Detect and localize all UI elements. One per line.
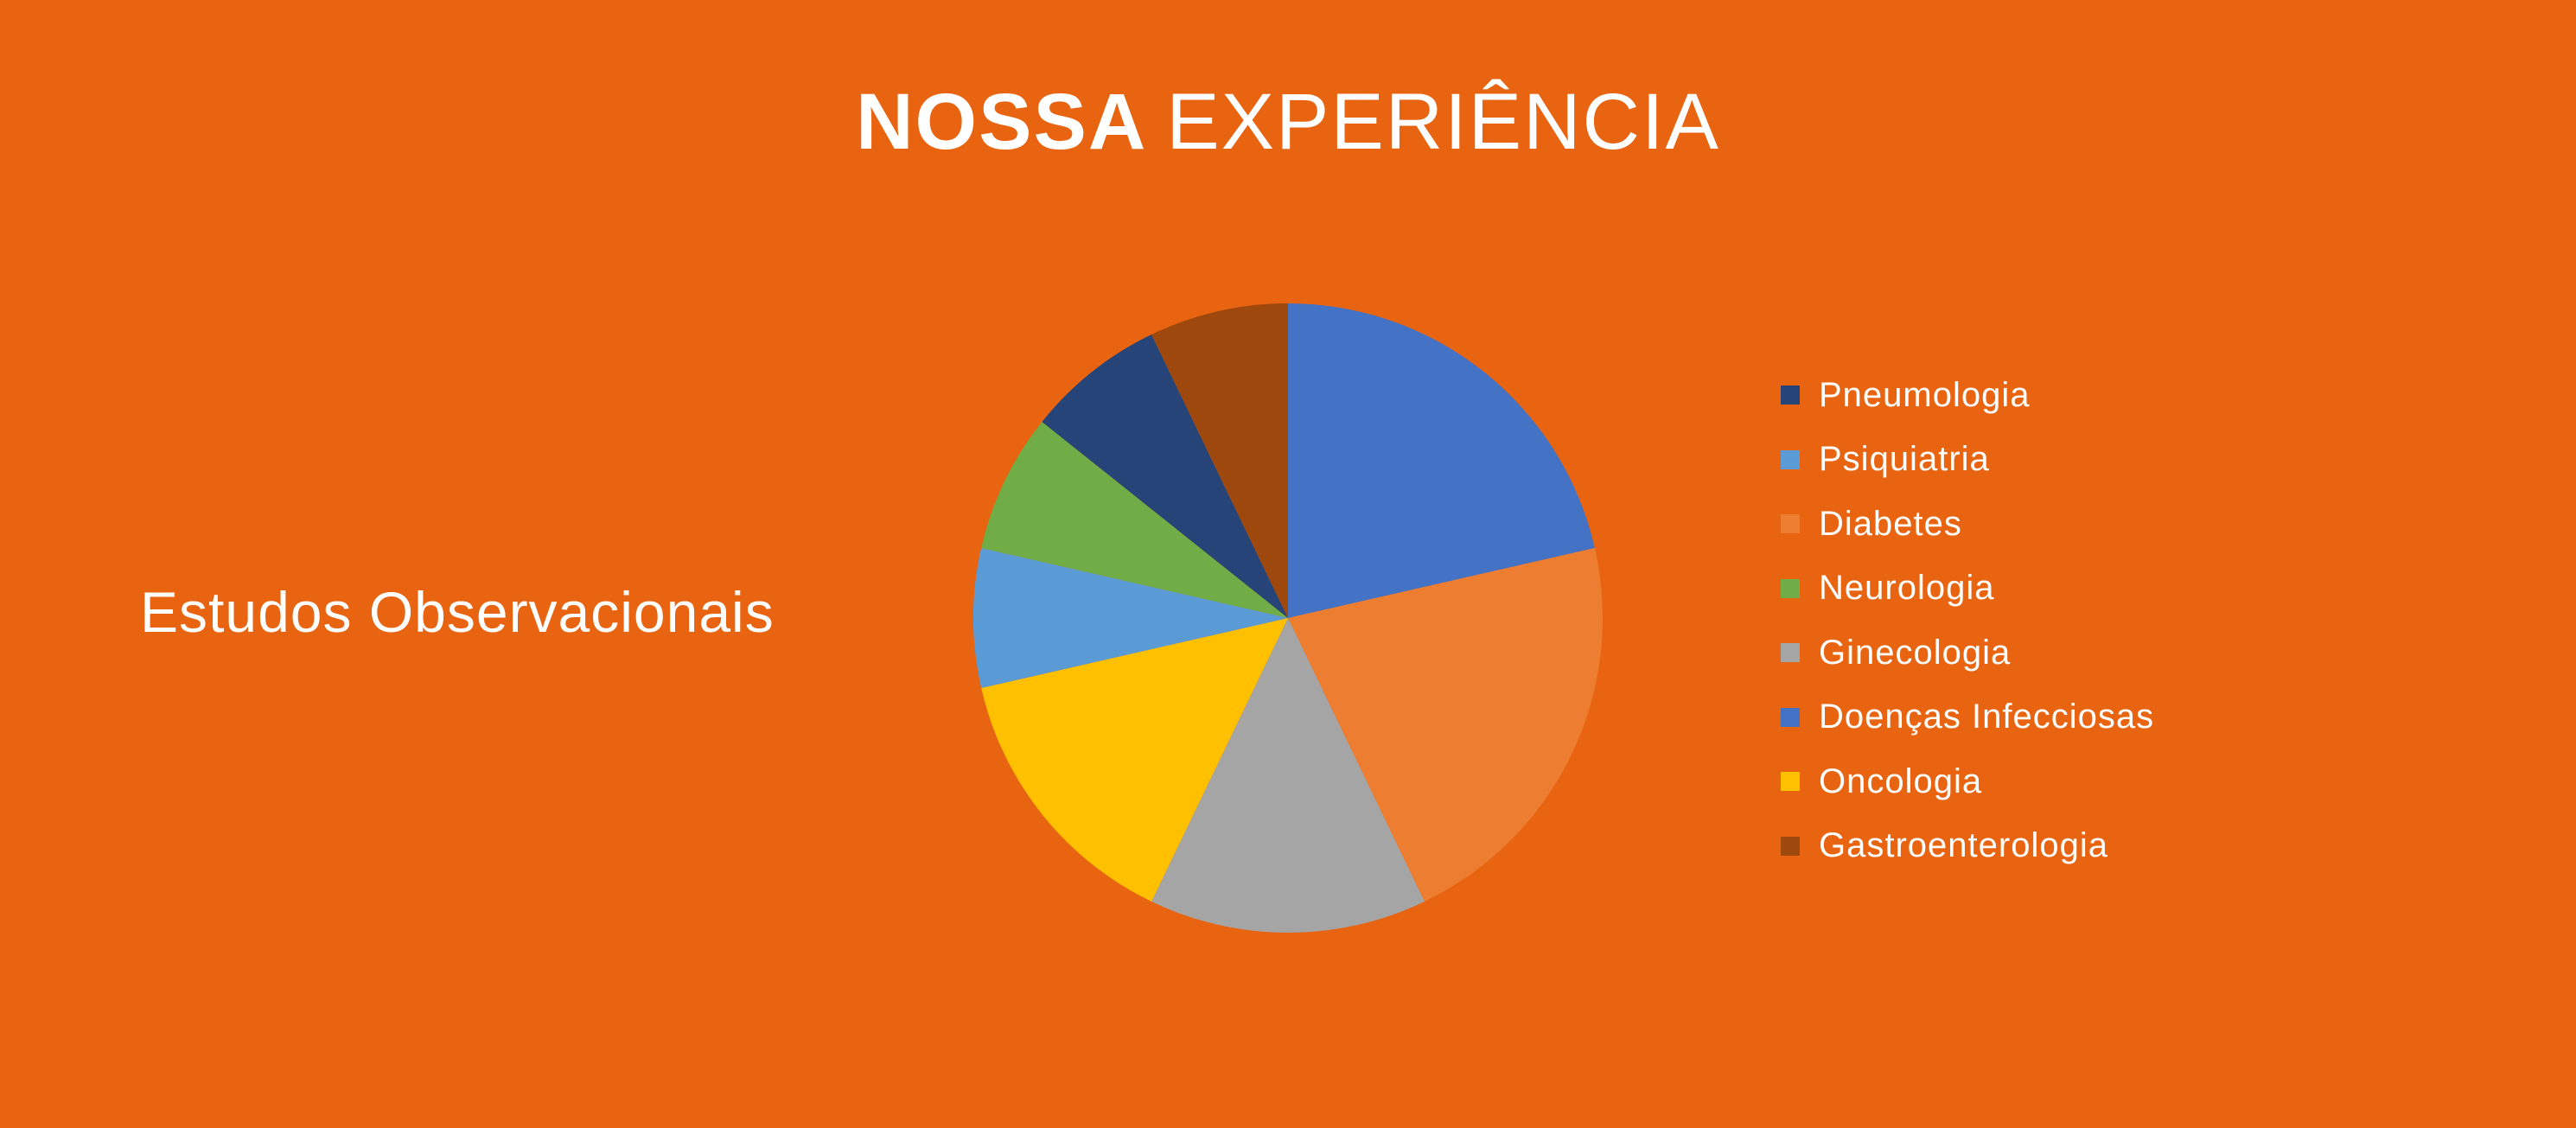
pie-slice-doencas-infecciosas — [1288, 303, 1595, 618]
chart-legend: Pneumologia Psiquiatria Diabetes Neurologia… — [1781, 363, 2154, 878]
legend-swatch — [1781, 386, 1800, 405]
legend-label: Oncologia — [1819, 762, 1983, 800]
legend-label: Doenças Infecciosas — [1819, 698, 2155, 736]
legend-item-gastroenterologia: Gastroenterologia — [1781, 814, 2154, 879]
legend-label: Ginecologia — [1819, 633, 2012, 672]
pie-slice-gastroenterologia — [1151, 303, 1288, 618]
legend-swatch — [1781, 772, 1800, 792]
pie-slice-diabetes — [1288, 548, 1603, 902]
legend-item-psiquiatria: Psiquiatria — [1781, 428, 2154, 493]
legend-label: Diabetes — [1819, 504, 1962, 543]
pie-slice-neurologia — [981, 422, 1288, 618]
legend-swatch — [1781, 643, 1800, 663]
legend-swatch — [1781, 836, 1800, 856]
legend-label: Pneumologia — [1819, 375, 2031, 414]
pie-slice-ginecologia — [1151, 618, 1425, 933]
legend-swatch — [1781, 449, 1800, 469]
pie-slice-oncologia — [981, 618, 1288, 902]
legend-item-doencas-infecciosas: Doenças Infecciosas — [1781, 685, 2154, 750]
legend-label: Gastroenterologia — [1819, 826, 2108, 865]
legend-item-pneumologia: Pneumologia — [1781, 363, 2154, 428]
title-light: EXPERIÊNCIA — [1166, 78, 1720, 166]
legend-swatch — [1781, 514, 1800, 534]
legend-label: Psiquiatria — [1819, 440, 1990, 479]
legend-item-ginecologia: Ginecologia — [1781, 621, 2154, 685]
pie-slice-pneumologia — [1042, 335, 1288, 618]
page-title: NOSSA EXPERIÊNCIA — [0, 82, 2576, 162]
legend-item-oncologia: Oncologia — [1781, 749, 2154, 814]
legend-item-diabetes: Diabetes — [1781, 492, 2154, 557]
legend-swatch — [1781, 578, 1800, 598]
pie-slice-psiquiatria — [973, 548, 1288, 688]
legend-swatch — [1781, 707, 1800, 727]
legend-item-neurologia: Neurologia — [1781, 557, 2154, 621]
legend-label: Neurologia — [1819, 569, 1995, 608]
title-bold: NOSSA — [856, 78, 1148, 166]
series-label: Estudos Observacionais — [140, 580, 775, 644]
